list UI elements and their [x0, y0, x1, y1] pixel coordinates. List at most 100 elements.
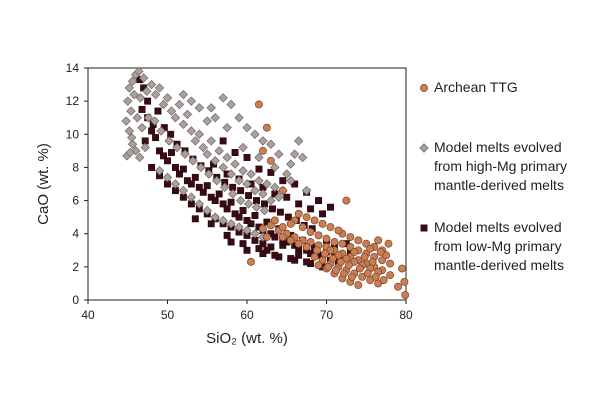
square-point [245, 192, 253, 200]
diamond-point [158, 99, 169, 110]
square-point [247, 220, 255, 228]
square-point [315, 197, 323, 205]
diamond-point [186, 192, 197, 202]
diamond-point [254, 152, 264, 163]
circle-point [324, 262, 333, 271]
diamond-point [140, 142, 150, 153]
diamond-point [127, 76, 138, 86]
circle-point [340, 269, 348, 278]
diamond-point [234, 222, 244, 232]
circle-point [318, 219, 327, 228]
diamond-point [266, 195, 276, 206]
square-point [154, 107, 162, 115]
diamond-point [127, 132, 137, 143]
diamond-point [242, 179, 252, 189]
circle-point [326, 223, 335, 232]
circle-point [313, 246, 321, 255]
circle-point [330, 238, 339, 246]
square-point [237, 187, 245, 195]
square-point [263, 246, 271, 254]
square-point [168, 149, 175, 156]
square-point [227, 238, 235, 246]
diamond-point [218, 215, 228, 226]
diamond-point [156, 126, 166, 136]
diamond-point [178, 185, 189, 196]
x-tick-label: 40 [81, 308, 95, 322]
legend-entry-circle: Archean TTG [420, 79, 518, 95]
circle-point [328, 254, 337, 263]
diamond-point [154, 83, 165, 93]
diamond-point [135, 93, 146, 103]
circle-point [262, 233, 271, 241]
circle-point [344, 261, 353, 270]
y-tick-label: 0 [72, 293, 79, 307]
circle-point [342, 196, 351, 205]
diamond-point [218, 162, 228, 173]
diamond-point [129, 89, 139, 100]
diamond-point [123, 96, 133, 106]
diamond-point [138, 73, 149, 83]
x-tick-label: 70 [320, 308, 334, 322]
diamond-point [186, 126, 197, 136]
diamond-point [214, 146, 224, 156]
circle-point [354, 236, 363, 245]
circle-point [302, 243, 311, 251]
diamond-point [234, 113, 244, 123]
diamond-point [194, 103, 204, 113]
data-points [121, 66, 410, 299]
circle-point [336, 257, 345, 266]
square-point [167, 130, 175, 138]
square-point [207, 220, 215, 228]
square-point [255, 245, 263, 253]
square-point [219, 137, 227, 145]
diamond-point [274, 192, 284, 202]
circle-point [338, 239, 347, 248]
square-point [148, 127, 156, 135]
circle-point [355, 264, 364, 273]
diamond-point [238, 142, 248, 153]
diamond-point [146, 79, 157, 90]
diamond-point [194, 129, 204, 139]
legend-label: mantle-derived melts [434, 257, 564, 273]
circle-point [286, 236, 295, 245]
square-point [144, 97, 152, 105]
square-point [243, 246, 251, 254]
diamond-point [242, 122, 252, 133]
y-tick-label: 4 [72, 227, 79, 241]
diamond-point [170, 113, 181, 123]
diamond-point [226, 169, 236, 179]
diamond-point [210, 113, 220, 123]
diamond-point [235, 195, 246, 206]
y-tick-label: 6 [72, 194, 79, 208]
diamond-point [290, 149, 300, 159]
diamond-point [137, 122, 147, 133]
square-point [303, 258, 311, 266]
diamond-point [121, 116, 131, 126]
square-point [279, 241, 287, 249]
diamond-point [124, 126, 135, 136]
circle-point [258, 146, 267, 155]
circle-point [366, 244, 375, 253]
x-tick-label: 50 [161, 308, 175, 322]
legend-label: Archean TTG [434, 79, 518, 95]
diamond-point [227, 189, 238, 199]
diamond-point [242, 225, 252, 236]
diamond-point [198, 142, 208, 153]
square-point [223, 205, 231, 213]
diamond-point [282, 169, 292, 179]
circle-point [374, 236, 383, 245]
diamond-point [251, 202, 262, 212]
diamond-point [154, 166, 165, 176]
diamond-point [178, 89, 189, 100]
diamond-point [226, 99, 236, 110]
diamond-point [127, 139, 138, 149]
circle-point [398, 264, 406, 273]
y-axis-ticks: 0 2 4 6 8 10 12 14 [66, 61, 88, 307]
legend-square-icon [420, 224, 428, 232]
diamond-point [194, 199, 204, 209]
diamond-point [212, 175, 222, 186]
diamond-point [210, 156, 220, 166]
diamond-point [162, 172, 173, 183]
circle-point [363, 269, 372, 278]
